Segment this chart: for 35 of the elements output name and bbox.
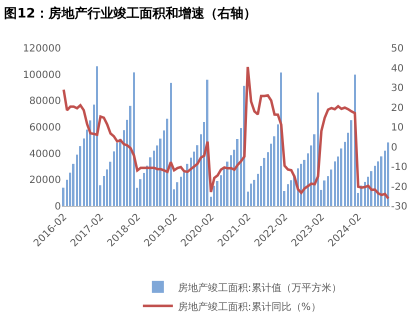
bar [253, 180, 256, 206]
bar [170, 82, 172, 206]
y2-tick-label: -10 [391, 162, 408, 173]
y2-tick-label: 40 [391, 63, 404, 74]
legend-label: 房地产竣工面积:累计同比（%） [178, 300, 321, 313]
y-tick-label: 20000 [29, 175, 61, 186]
y2-tick-label: -30 [391, 202, 408, 212]
y-tick-label: 0 [54, 202, 61, 212]
y2-tick-label: 30 [391, 83, 404, 94]
y-tick-label: 40000 [29, 148, 61, 160]
bar [323, 180, 326, 206]
bar [340, 148, 342, 206]
y2-tick-label: 50 [391, 44, 404, 54]
bar [176, 182, 178, 206]
chart-title: 图12：房地产行业竣工面积和增速（右轴） [4, 5, 256, 22]
bar [180, 176, 182, 206]
y-tick-label: 120000 [22, 44, 61, 54]
bar [96, 66, 98, 206]
y-tick-label: 100000 [22, 70, 61, 81]
bar [133, 72, 135, 206]
y2-tick-label: 20 [391, 102, 404, 114]
y-tick-label: 60000 [29, 122, 61, 134]
y2-tick-label: -20 [391, 182, 408, 193]
y-tick-label: 80000 [29, 96, 61, 108]
legend-label: 房地产竣工面积:累计值（万平方米） [178, 282, 342, 294]
bar [387, 142, 390, 206]
bar [330, 170, 332, 206]
bar [116, 142, 118, 206]
y2-tick-label: 0 [391, 142, 398, 154]
bar [374, 166, 376, 206]
bar [250, 184, 252, 206]
bar [287, 184, 289, 206]
y2-tick-label: 10 [391, 122, 404, 134]
bar [79, 146, 82, 206]
line-series [62, 66, 390, 200]
